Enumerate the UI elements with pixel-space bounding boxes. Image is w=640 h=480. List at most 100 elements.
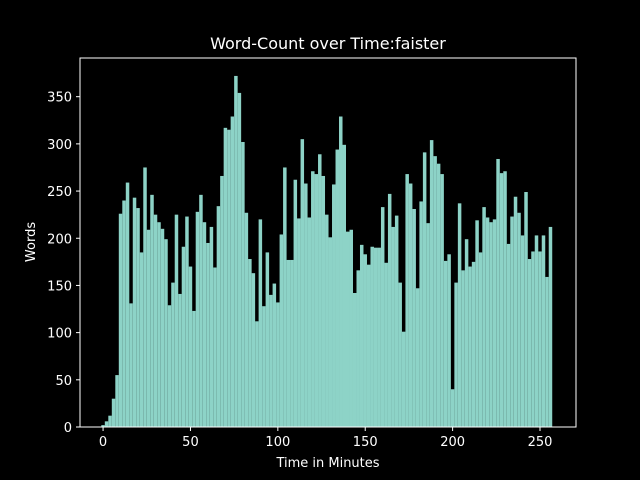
bar [251,273,256,427]
y-tick-label: 150 [47,279,72,294]
chart-title: Word-Count over Time:faister [210,34,446,53]
x-tick-label: 50 [182,435,199,450]
bar [339,116,343,427]
y-tick-label: 250 [47,185,72,200]
bar [415,288,420,427]
bar [503,171,507,427]
bar [202,222,207,427]
bar [206,242,210,427]
bar [471,261,476,427]
bar [276,302,280,427]
bar [104,421,109,427]
bar [328,237,333,427]
bar [237,92,242,428]
bar [454,282,458,427]
bar [111,398,116,427]
bar [398,282,402,427]
bar [394,215,399,427]
bar [314,174,319,427]
bar [520,235,525,427]
bar [524,192,528,427]
bar [307,217,312,427]
bar [366,264,371,427]
bar [489,222,493,427]
bar [359,244,364,427]
bar [433,156,437,428]
bar [153,214,158,427]
bar [146,229,151,427]
bar [199,194,203,427]
bar [534,235,539,427]
bar [478,252,483,427]
bar [283,167,287,427]
plot-frame [79,57,577,428]
bar [387,193,392,427]
bar [300,139,305,427]
x-tick-label: 100 [265,435,290,450]
bar [115,375,119,427]
bar [436,163,441,427]
bar [150,194,154,427]
bar [440,174,444,427]
bar [125,182,130,427]
bar [405,174,409,427]
y-tick-label: 0 [64,421,72,436]
bar [181,246,186,427]
bar [304,183,308,427]
bar [422,152,427,427]
bar [506,243,511,427]
bar [136,208,140,427]
bar [325,214,329,427]
bar [548,226,553,427]
bar [482,207,486,427]
bar [499,173,504,427]
y-tick-label: 350 [47,91,72,106]
bar [510,216,514,427]
bar [447,254,451,427]
bar [468,266,472,427]
bar [178,293,182,427]
bar [244,212,249,427]
bar [335,149,340,427]
bar [234,75,238,428]
bar [293,179,298,427]
bar [101,425,105,427]
x-tick-label: 0 [99,435,107,450]
bar [139,252,144,427]
bar [401,331,406,427]
bar [531,251,535,427]
y-tick-label: 200 [47,232,72,247]
bar [160,228,165,427]
bar [464,239,469,427]
bar [311,171,315,427]
bar [265,252,270,427]
bar [332,184,336,427]
bar [195,211,200,427]
bar [164,239,168,427]
bar [517,212,521,427]
bar [122,200,126,427]
bar [321,175,326,427]
bar [290,259,294,427]
y-axis-label: Words [24,222,39,262]
bar [496,158,500,427]
bar [216,206,221,427]
bar [538,251,542,427]
bar [419,201,423,427]
bar [213,267,217,427]
bar [349,229,353,427]
bar [174,214,179,427]
bar [223,127,228,428]
bar [185,216,189,427]
bar [227,129,231,427]
bar [492,219,497,427]
y-tick-label: 100 [47,327,72,342]
bar [272,283,277,427]
bar [346,231,350,427]
bar [356,270,360,427]
bar [541,235,546,427]
bar [461,270,465,427]
bar [457,203,462,427]
bar [342,144,347,427]
bar [370,246,374,427]
